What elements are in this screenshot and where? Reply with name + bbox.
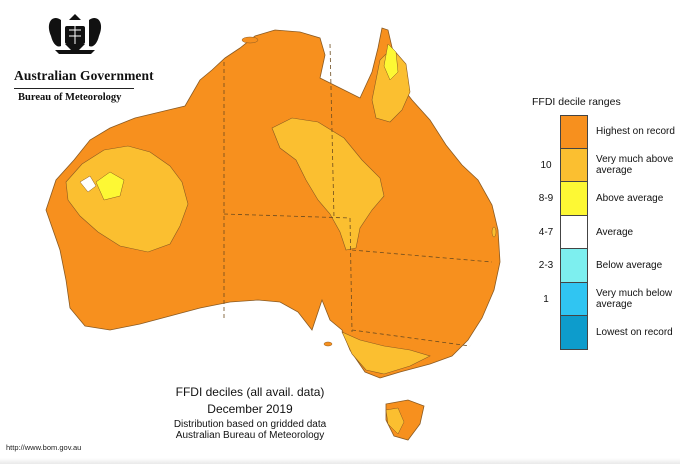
region-above-average-west bbox=[95, 171, 125, 201]
legend-row-highest: Highest on record bbox=[532, 115, 675, 149]
region-very-much-above-average-west bbox=[65, 145, 189, 253]
legend-row-very-much-below: 1 Very much below average bbox=[532, 282, 672, 316]
bureau-name: Bureau of Meteorology bbox=[18, 92, 122, 103]
caption-title: FFDI deciles (all avail. data) bbox=[175, 385, 325, 399]
coat-of-arms-icon bbox=[48, 14, 102, 54]
legend-row-below: 2-3 Below average bbox=[532, 249, 672, 283]
legend-code: 8-9 bbox=[538, 193, 554, 204]
region-above-average-northeast bbox=[383, 43, 399, 81]
tasmania-very-much-above-average-region bbox=[385, 407, 405, 435]
nsw-vic-border bbox=[351, 329, 471, 347]
region-average-west bbox=[79, 175, 97, 193]
caption-line-1: Distribution based on gridded data bbox=[173, 419, 327, 430]
bottom-edge bbox=[0, 458, 680, 464]
logo-divider bbox=[14, 88, 134, 89]
legend-row-average: 4-7 Average bbox=[532, 215, 672, 249]
fraser-island bbox=[491, 226, 497, 238]
legend-swatch bbox=[560, 182, 588, 216]
legend-label: Lowest on record bbox=[596, 327, 673, 339]
caption-line-2: Australian Bureau of Meteorology bbox=[175, 430, 325, 441]
legend-row-above: 8-9 Above average bbox=[532, 182, 672, 216]
legend-swatch bbox=[560, 215, 588, 249]
legend-code: 2-3 bbox=[538, 260, 554, 271]
legend-swatch bbox=[560, 316, 588, 350]
legend-row-lowest: Lowest on record bbox=[532, 316, 673, 350]
government-title: Australian Government bbox=[14, 68, 154, 83]
map-caption: FFDI deciles (all avail. data) December … bbox=[150, 385, 350, 441]
legend: FFDI decile ranges Highest on record 10 … bbox=[532, 96, 675, 350]
legend-title: FFDI decile ranges bbox=[532, 96, 621, 108]
legend-row-very-much-above: 10 Very much above average bbox=[532, 148, 673, 182]
caption-period: December 2019 bbox=[207, 402, 293, 416]
legend-label: Very much below average bbox=[596, 288, 673, 311]
sa-nsw-border bbox=[349, 217, 353, 333]
legend-code: 1 bbox=[543, 293, 549, 305]
qld-sa-border bbox=[329, 43, 335, 219]
melville-island bbox=[241, 36, 259, 44]
legend-label: Highest on record bbox=[596, 126, 675, 138]
legend-code: 4-7 bbox=[538, 226, 554, 238]
legend-swatch bbox=[560, 115, 588, 149]
state-borders bbox=[223, 43, 493, 347]
legend-swatch bbox=[560, 148, 588, 182]
government-logo: Australian Government Bureau of Meteorol… bbox=[14, 16, 154, 103]
legend-swatch bbox=[560, 282, 588, 316]
legend-label: Below average bbox=[596, 260, 663, 272]
legend-label: Very much above average bbox=[596, 154, 674, 177]
source-url: http://www.bom.gov.au bbox=[6, 443, 82, 452]
region-very-much-above-average-central bbox=[271, 117, 385, 251]
legend-code: 10 bbox=[540, 159, 552, 171]
legend-swatch bbox=[560, 249, 588, 283]
qld-nsw-border bbox=[351, 249, 493, 263]
nt-sa-border bbox=[223, 213, 351, 219]
region-very-much-above-average-south bbox=[341, 331, 431, 375]
kangaroo-island bbox=[323, 341, 333, 347]
region-very-much-above-average-northeast bbox=[371, 47, 411, 123]
legend-label: Average bbox=[596, 226, 634, 238]
legend-label: Above average bbox=[596, 193, 664, 205]
